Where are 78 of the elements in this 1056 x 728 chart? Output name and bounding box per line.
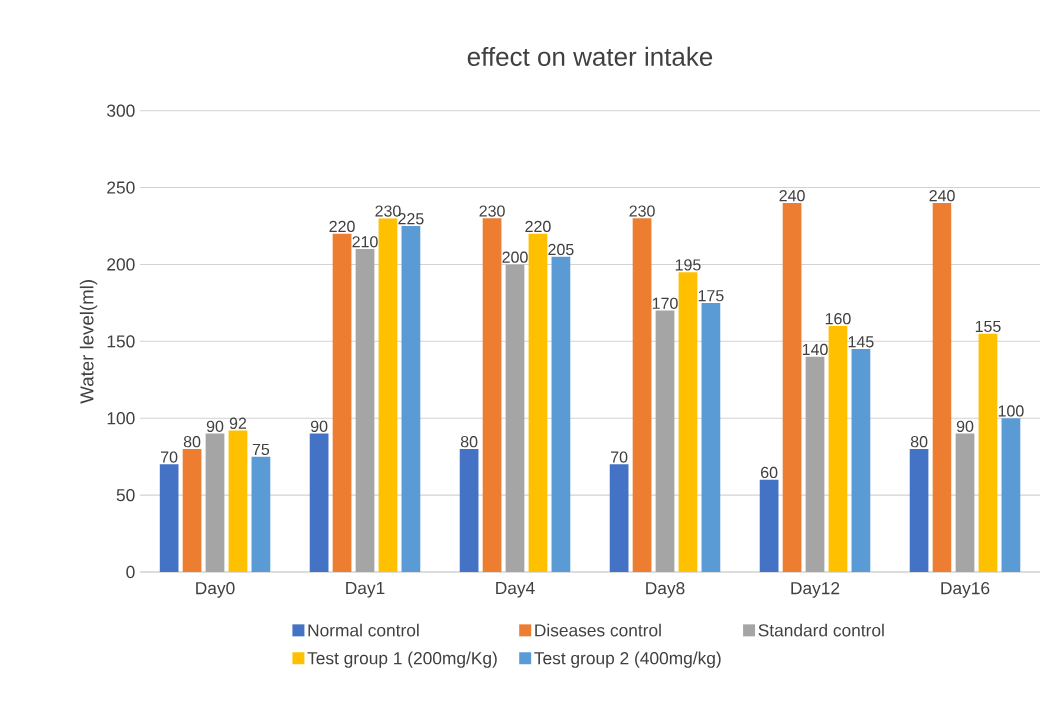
bar (955, 433, 975, 572)
bar (1001, 418, 1021, 572)
data-label: 220 (525, 220, 551, 233)
data-label: 170 (652, 297, 678, 309)
bar (528, 233, 548, 572)
legend-label: Test group 1 (200mg/Kg) (307, 651, 497, 668)
x-tick-label: Day4 (496, 582, 535, 598)
data-label: 210 (352, 236, 378, 248)
data-label: 100 (998, 405, 1024, 417)
data-label: 240 (779, 190, 805, 202)
bar (632, 218, 652, 572)
bar (609, 464, 629, 572)
legend-label: Test group 2 (400mg/kg) (534, 651, 721, 668)
bar (159, 464, 179, 572)
bar (205, 433, 225, 572)
data-label: 92 (229, 417, 247, 429)
legend-label: Diseases control (535, 623, 661, 637)
bar (551, 256, 571, 572)
x-tick-label: Day8 (646, 582, 685, 598)
bar (805, 356, 825, 572)
y-tick-label: 300 (107, 104, 135, 117)
data-label: 90 (956, 420, 974, 432)
x-tick-label: Day0 (196, 582, 235, 598)
y-axis-title: Water level(ml) (79, 280, 98, 404)
data-label: 205 (548, 243, 574, 256)
data-label: 75 (252, 443, 270, 456)
chart-title: effect on water intake (467, 46, 713, 66)
data-label: 175 (698, 290, 724, 302)
data-label: 90 (206, 420, 224, 432)
data-label: 230 (629, 205, 655, 217)
bar (378, 218, 398, 572)
bar (228, 430, 248, 572)
data-label: 80 (460, 436, 478, 448)
bar (355, 249, 375, 572)
data-label: 70 (161, 451, 178, 463)
data-label: 240 (929, 190, 955, 202)
bar (828, 325, 848, 572)
x-tick-label: Day12 (791, 582, 840, 598)
bar (482, 218, 502, 572)
y-tick-label: 200 (107, 258, 135, 271)
bar (655, 310, 675, 572)
y-tick-label: 150 (107, 335, 135, 348)
data-label: 230 (479, 205, 505, 217)
data-label: 160 (825, 313, 851, 325)
data-label: 80 (910, 436, 928, 448)
data-label: 220 (329, 220, 355, 233)
data-label: 145 (848, 336, 874, 348)
bar (309, 433, 329, 572)
bar (932, 202, 952, 572)
bar (701, 302, 721, 572)
y-tick-label: 50 (116, 488, 135, 502)
bar (505, 264, 525, 572)
bar (851, 349, 871, 572)
data-label: 70 (611, 451, 628, 463)
legend-label: Normal control (308, 623, 419, 637)
data-label: 80 (183, 436, 201, 448)
bar (978, 333, 998, 572)
data-label: 90 (310, 420, 328, 432)
bar (782, 202, 802, 572)
bar (332, 233, 352, 572)
data-label: 195 (675, 259, 701, 271)
bar (909, 448, 929, 572)
data-label: 200 (502, 251, 528, 263)
y-tick-label: 100 (107, 412, 135, 425)
bar (251, 456, 271, 572)
bar (401, 226, 421, 572)
legend-label: Standard control (758, 623, 884, 637)
data-label: 60 (761, 466, 778, 479)
bar (759, 479, 779, 572)
y-tick-label: 250 (107, 181, 135, 194)
y-tick-label: 0 (126, 565, 135, 579)
data-label: 140 (802, 343, 828, 356)
x-tick-label: Day1 (346, 582, 385, 598)
bar (459, 448, 479, 572)
x-tick-label: Day16 (941, 582, 990, 598)
data-label: 155 (975, 320, 1001, 333)
bar (182, 448, 202, 572)
bar (678, 272, 698, 572)
